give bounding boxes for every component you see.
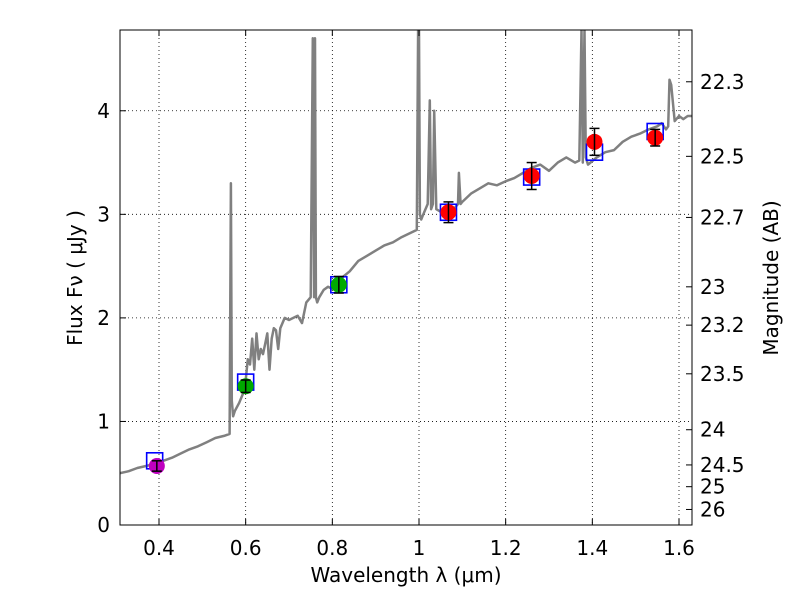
right-tick-label: 22.5 bbox=[700, 144, 745, 168]
y-tick-label: 0 bbox=[97, 513, 110, 537]
x-tick-label: 1.4 bbox=[576, 536, 608, 560]
y-tick-label: 1 bbox=[97, 409, 110, 433]
y-tick-label: 4 bbox=[97, 99, 110, 123]
x-tick-label: 0.6 bbox=[230, 536, 262, 560]
x-axis-label: Wavelength λ (μm) bbox=[310, 563, 501, 587]
right-tick-label: 25 bbox=[700, 475, 725, 499]
right-tick-label: 23 bbox=[700, 275, 725, 299]
y-axis-label: Flux Fν ( μJy ) bbox=[63, 210, 87, 346]
right-tick-label: 24 bbox=[700, 418, 725, 442]
axis-ticks: 0.4 0.6 0.8 1 1.2 1.4 1.60123422.322.522.72323… bbox=[97, 30, 745, 560]
x-tick-label: 1.2 bbox=[490, 536, 522, 560]
right-tick-label: 23.5 bbox=[700, 362, 745, 386]
plot-area bbox=[120, 30, 692, 525]
y-axis-right-label: Magnitude (AB) bbox=[759, 200, 783, 355]
y-tick-label: 2 bbox=[97, 306, 110, 330]
x-tick-label: 1 bbox=[413, 536, 426, 560]
plot-frame bbox=[119, 29, 693, 526]
right-tick-label: 23.2 bbox=[700, 313, 745, 337]
right-tick-label: 22.7 bbox=[700, 205, 745, 229]
y-tick-label: 3 bbox=[97, 202, 110, 226]
observed-photometry-series bbox=[148, 127, 664, 474]
right-tick-label: 22.3 bbox=[700, 70, 745, 94]
x-tick-label: 1.6 bbox=[663, 536, 695, 560]
right-tick-label: 24.5 bbox=[700, 453, 745, 477]
x-tick-label: 0.8 bbox=[316, 536, 348, 560]
x-tick-label: 0.4 bbox=[143, 536, 175, 560]
right-tick-label: 26 bbox=[700, 497, 725, 521]
